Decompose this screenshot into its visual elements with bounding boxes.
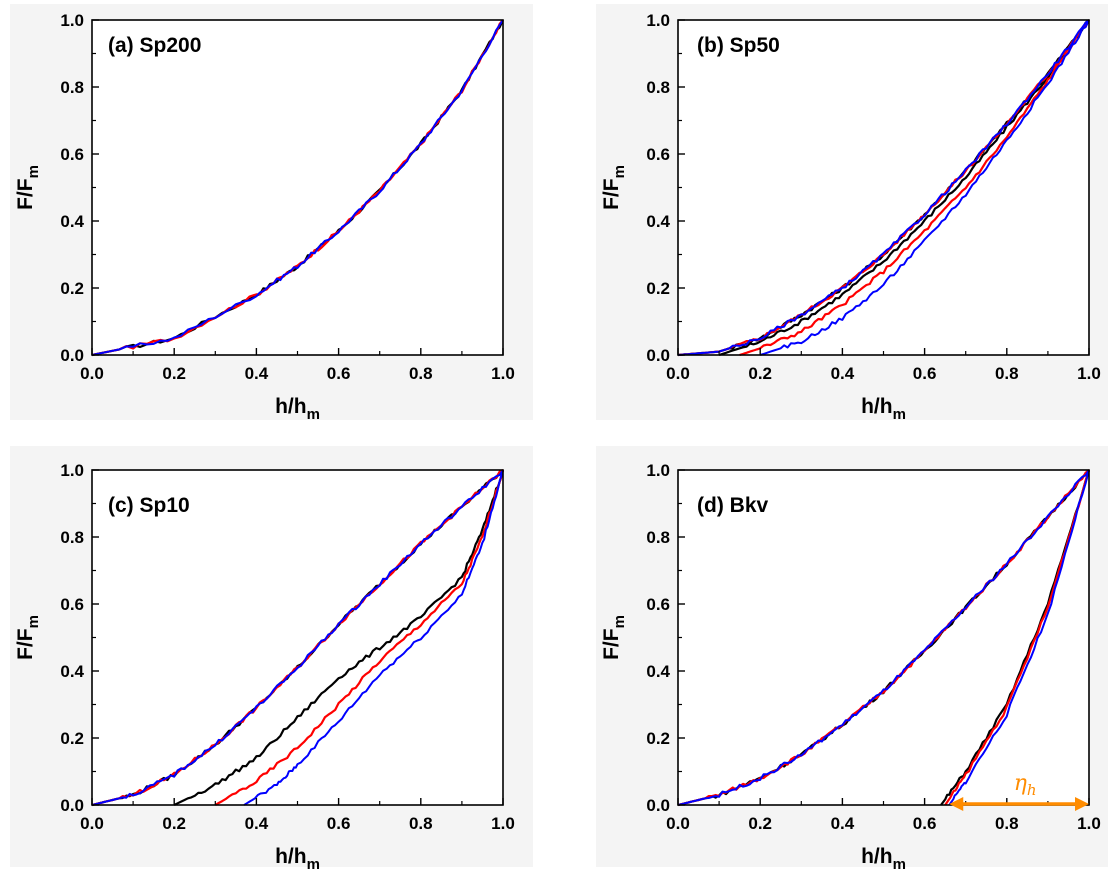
x-tick-label: 0.6 — [913, 814, 937, 833]
x-axis-title: h/hm — [275, 395, 320, 423]
x-tick-label: 0.4 — [831, 364, 855, 383]
y-tick-label: 0.4 — [646, 212, 670, 231]
y-tick-label: 0.2 — [646, 729, 670, 748]
y-tick-label: 0.2 — [60, 279, 84, 298]
eta-arrow-head-right — [1075, 797, 1089, 811]
x-tick-label: 0.6 — [327, 364, 351, 383]
y-tick-label: 0.8 — [60, 78, 84, 97]
chart-panel-a: 0.0 0.2 0.4 0.6 0.8 1.0 0.0 0.2 0.4 0.6 0.8 1.0 h/hm… — [10, 4, 533, 423]
y-tick-label: 0.6 — [646, 595, 670, 614]
x-tick-label: 0.0 — [666, 814, 690, 833]
x-tick-label: 0.6 — [327, 814, 351, 833]
x-axis-title: h/hm — [861, 395, 906, 423]
y-tick-label: 0.8 — [646, 78, 670, 97]
x-tick-label: 0.6 — [913, 364, 937, 383]
series-line-3-segment-1 — [91, 19, 504, 356]
x-tick-label: 0.2 — [162, 364, 186, 383]
x-tick-label: 0.4 — [831, 814, 855, 833]
chart-panel-d: 0.0 0.2 0.4 0.6 0.8 1.0 0.0 0.2 0.4 0.6 0.8 1.0 h/hm… — [596, 446, 1108, 869]
x-tick-label: 1.0 — [491, 364, 515, 383]
plot-area — [678, 20, 1089, 355]
chart-panel-b: 0.0 0.2 0.4 0.6 0.8 1.0 0.0 0.2 0.4 0.6 0.8 1.0 h/hm… — [596, 4, 1108, 423]
x-tick-label: 0.8 — [409, 364, 433, 383]
x-tick-label: 1.0 — [1077, 814, 1101, 833]
y-tick-label: 0.0 — [646, 346, 670, 365]
x-tick-label: 0.2 — [748, 364, 772, 383]
chart-panel-c: 0.0 0.2 0.4 0.6 0.8 1.0 0.0 0.2 0.4 0.6 0.8 1.0 h/hm… — [10, 446, 533, 869]
plot-area — [92, 470, 503, 805]
x-tick-label: 0.2 — [748, 814, 772, 833]
y-axis-title: F/Fm — [14, 165, 42, 210]
series-line-3-segment-1 — [677, 19, 1090, 356]
plot-area — [678, 470, 1089, 805]
series-line-3-segment-1 — [91, 469, 504, 806]
series-line-2-segment-2 — [739, 19, 1090, 357]
y-tick-label: 0.8 — [646, 528, 670, 547]
x-tick-label: 0.0 — [666, 364, 690, 383]
series-line-3-segment-2 — [243, 469, 504, 806]
x-tick-label: 0.4 — [245, 364, 269, 383]
y-tick-label: 0.0 — [60, 796, 84, 815]
y-axis-title: F/Fm — [600, 165, 628, 210]
y-tick-label: 0.6 — [60, 595, 84, 614]
panel-label: (d) Bkv — [697, 494, 768, 517]
panel-label: (c) Sp10 — [108, 494, 190, 517]
series-line-2-segment-2 — [214, 469, 505, 806]
y-tick-label: 0.4 — [60, 662, 84, 681]
x-tick-label: 1.0 — [491, 814, 515, 833]
y-tick-label: 1.0 — [60, 11, 84, 30]
x-tick-label: 0.8 — [995, 364, 1019, 383]
series-line-3-segment-1 — [677, 469, 1090, 806]
y-axis-title: F/Fm — [14, 615, 42, 660]
series-line-3-segment-2 — [759, 19, 1090, 356]
x-tick-label: 0.0 — [80, 364, 104, 383]
series-line-2-segment-2 — [944, 469, 1091, 806]
y-tick-label: 1.0 — [60, 461, 84, 480]
y-tick-label: 1.0 — [646, 11, 670, 30]
x-axis-title: h/hm — [275, 845, 320, 869]
x-tick-label: 0.0 — [80, 814, 104, 833]
series-line-1-segment-2 — [718, 19, 1090, 357]
y-tick-label: 0.8 — [60, 528, 84, 547]
y-axis-title: F/Fm — [600, 615, 628, 660]
y-tick-label: 0.0 — [646, 796, 670, 815]
eta-h-label: ηh — [1014, 771, 1037, 799]
x-tick-label: 0.4 — [245, 814, 269, 833]
y-tick-label: 0.6 — [60, 145, 84, 164]
x-tick-label: 0.8 — [995, 814, 1019, 833]
y-tick-label: 0.2 — [60, 729, 84, 748]
panel-label: (a) Sp200 — [108, 34, 201, 57]
y-tick-label: 0.2 — [646, 279, 670, 298]
y-tick-label: 0.4 — [646, 662, 670, 681]
x-tick-label: 0.2 — [162, 814, 186, 833]
plot-area — [92, 20, 503, 355]
x-tick-label: 1.0 — [1077, 364, 1101, 383]
x-tick-label: 0.8 — [409, 814, 433, 833]
y-tick-label: 0.0 — [60, 346, 84, 365]
y-tick-label: 0.4 — [60, 212, 84, 231]
y-tick-label: 0.6 — [646, 145, 670, 164]
x-axis-title: h/hm — [861, 845, 906, 869]
panel-label: (b) Sp50 — [697, 34, 780, 57]
series-line-1-segment-2 — [173, 469, 505, 806]
series-line-3-segment-2 — [948, 469, 1090, 806]
y-tick-label: 1.0 — [646, 461, 670, 480]
eta-arrow-head-left — [949, 797, 964, 811]
